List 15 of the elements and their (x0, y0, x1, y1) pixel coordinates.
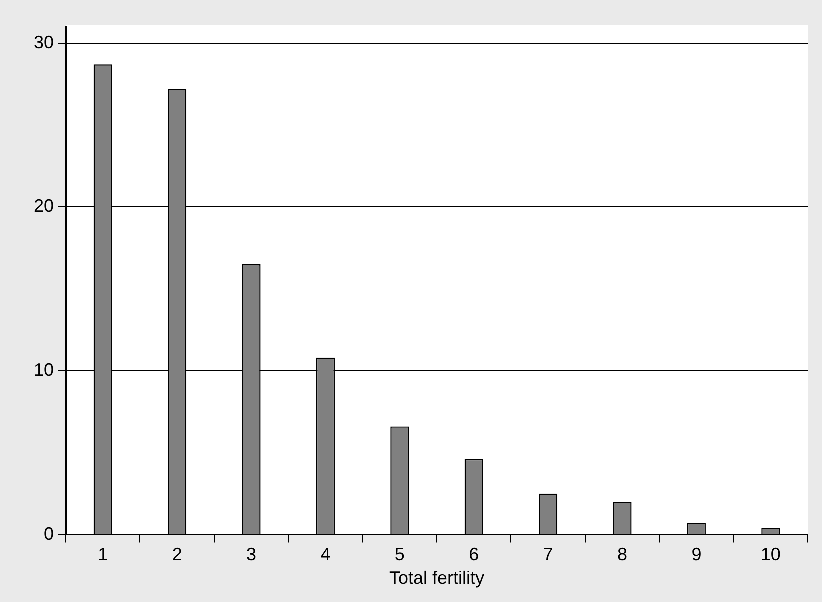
y-tick-label: 0 (44, 524, 54, 544)
x-axis-title: Total fertility (389, 568, 485, 588)
x-tick-label: 3 (246, 544, 257, 565)
x-tick-label: 5 (394, 544, 405, 565)
y-tick-label: 30 (34, 32, 54, 52)
x-tick-label: 9 (692, 544, 702, 565)
x-tick-label: 7 (543, 544, 554, 565)
x-tick-label: 6 (469, 544, 480, 565)
x-tick-label: 1 (98, 544, 108, 565)
x-tick-label: 10 (760, 544, 781, 565)
x-tick-label: 8 (618, 544, 628, 565)
y-tick-label: 10 (34, 360, 54, 380)
x-tick-label: 4 (320, 544, 331, 565)
y-tick-label: 20 (34, 196, 54, 216)
x-tick-label: 2 (172, 544, 182, 565)
